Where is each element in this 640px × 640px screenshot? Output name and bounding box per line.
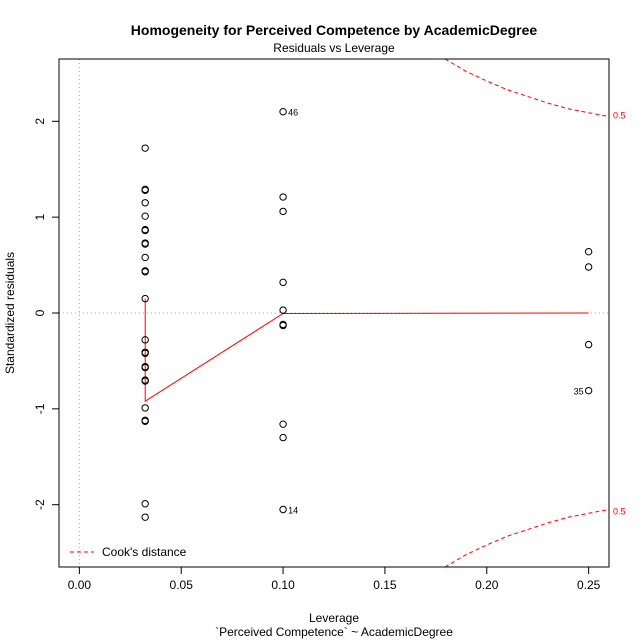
smooth-line [144,298,589,403]
y-tick-label: 1 [33,213,47,220]
data-point [141,212,149,220]
data-point [141,377,149,385]
chart-title: Homogeneity for Perceived Competence by … [131,22,538,38]
cooks-upper-curve [444,58,610,117]
data-point [141,294,149,303]
data-point [584,386,593,395]
x-axis: 0.00 0.05 0.10 0.15 0.20 0.25 [68,566,601,592]
data-point [279,193,287,201]
data-point [141,144,149,152]
x-tick-label: 0.00 [68,578,92,592]
data-point [141,500,149,508]
x-axis-formula: `Perceived Competence` ~ AcademicDegree [215,625,453,639]
data-point [584,247,593,256]
data-point [584,263,593,271]
data-point [279,420,287,428]
reference-lines [59,59,609,567]
data-point [141,348,149,356]
data-point [279,306,287,314]
point-label: 35 [574,387,584,397]
data-point [141,253,149,262]
cooks-lower-label: 0.5 [613,506,626,516]
x-tick-label: 0.20 [475,578,499,592]
data-point [279,505,287,514]
x-tick-label: 0.05 [170,578,194,592]
data-point [141,268,149,276]
y-tick-label: 2 [33,118,47,125]
data-point [141,513,149,521]
y-tick-label: -1 [33,403,47,414]
x-tick-label: 0.15 [373,578,397,592]
cooks-lower-curve [444,509,610,568]
data-point [141,404,149,412]
data-point [141,363,149,372]
data-point [584,340,593,349]
point-labels-group: 46 14 35 [288,108,584,516]
data-point [279,433,287,442]
x-tick-label: 0.10 [271,578,295,592]
y-tick-label: -2 [33,499,47,510]
data-point [279,278,287,287]
cooks-upper-label: 0.5 [613,111,626,121]
data-point [141,199,149,207]
data-point [279,321,287,330]
legend: Cook's distance [70,545,187,559]
y-tick-label: 0 [33,309,47,316]
data-point [141,417,149,426]
data-point [141,226,149,235]
y-axis-label: Standardized residuals [3,252,17,374]
y-axis: -2 -1 0 1 2 [33,118,60,510]
point-label: 46 [288,108,298,118]
data-point [141,336,149,344]
data-point [279,207,287,216]
cooks-distance-curves: 0.5 0.5 [444,58,626,568]
data-point [279,108,287,116]
point-label: 14 [288,505,298,515]
legend-cooks-label: Cook's distance [102,545,187,559]
chart-subtitle: Residuals vs Leverage [273,41,395,55]
data-point [141,186,149,195]
x-axis-label: Leverage [309,611,359,625]
data-point [141,240,149,248]
points-group [141,108,593,521]
x-tick-label: 0.25 [577,578,601,592]
smooth-line-group [144,298,589,403]
